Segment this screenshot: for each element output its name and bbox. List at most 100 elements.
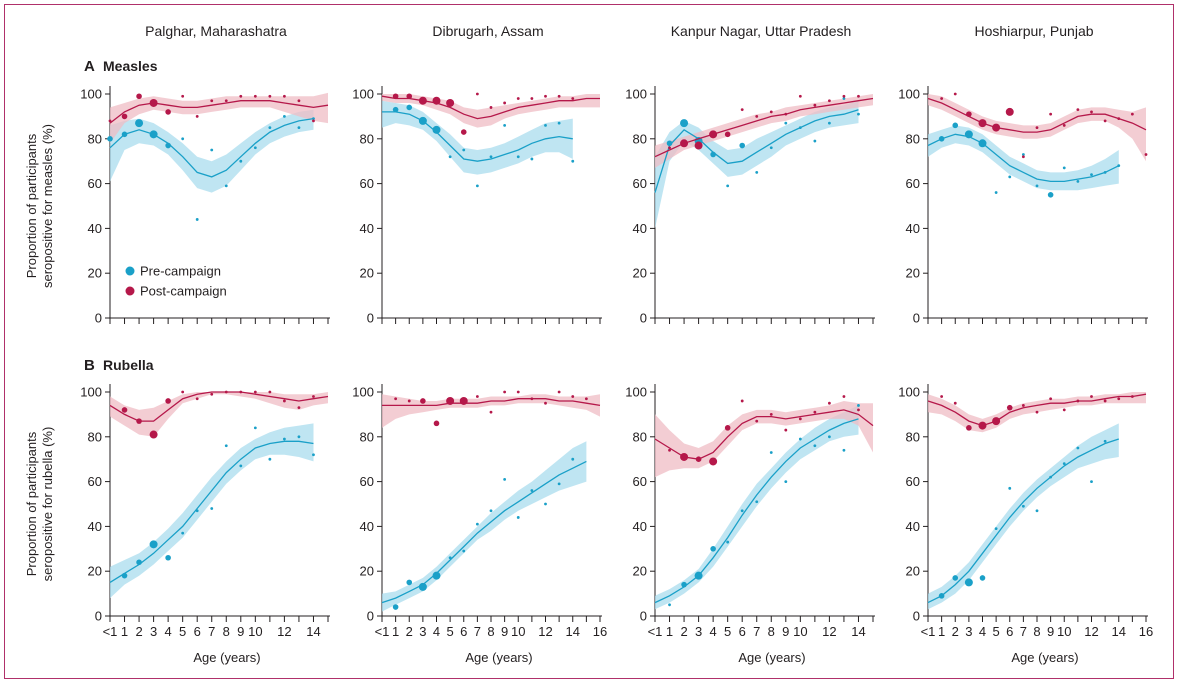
post-data-point [283, 399, 286, 403]
post-data-point [953, 401, 957, 405]
post-data-point [149, 430, 158, 439]
x-tick-label: 10 [1057, 624, 1071, 639]
x-tick-label: 12 [822, 624, 836, 639]
pre-confidence-band [655, 405, 859, 610]
y-tick-label: 100 [898, 87, 920, 102]
pre-data-point [1035, 184, 1039, 188]
post-data-point [668, 146, 671, 150]
post-data-point [842, 94, 846, 98]
post-data-point [992, 123, 1001, 132]
y-tick-label: 0 [913, 311, 920, 326]
y-tick-label: 100 [352, 87, 374, 102]
y-tick-label: 80 [88, 131, 102, 146]
post-data-point [1117, 117, 1121, 121]
x-tick-label: 5 [724, 624, 731, 639]
x-axis-label: Age (years) [465, 650, 532, 665]
pre-data-point [475, 522, 479, 526]
x-tick-label: 2 [680, 624, 687, 639]
x-tick-label: 9 [782, 624, 789, 639]
pre-data-point [312, 117, 315, 121]
post-data-point [268, 390, 272, 394]
post-data-point [1090, 110, 1093, 114]
pre-data-point [798, 126, 802, 129]
pre-fitted-line [927, 133, 1120, 183]
post-data-point [239, 390, 243, 394]
x-tick-label: 8 [1033, 624, 1040, 639]
x-tick-label: 5 [447, 624, 454, 639]
x-tick-label: 14 [306, 624, 320, 639]
pre-confidence-band [382, 441, 587, 612]
pre-data-point [1049, 475, 1053, 479]
post-data-point [740, 399, 744, 403]
post-data-point [798, 94, 802, 98]
pre-data-point [1008, 175, 1012, 179]
post-data-point [1117, 397, 1121, 401]
pre-data-point [994, 527, 998, 531]
x-axis-label: Age (years) [1011, 650, 1078, 665]
y-tick-label: 100 [625, 87, 647, 102]
y-tick-label: 20 [633, 564, 647, 579]
x-tick-label: 8 [223, 624, 230, 639]
y-tick-label: 40 [633, 221, 647, 236]
post-data-point [224, 99, 228, 103]
pre-data-point [726, 540, 730, 544]
post-data-point [283, 94, 286, 98]
post-data-point [489, 410, 493, 414]
legend-label-pre: Pre-campaign [140, 264, 221, 279]
pre-data-point [135, 119, 144, 128]
y-tick-label: 20 [360, 564, 374, 579]
post-data-point [557, 94, 561, 98]
pre-data-point [253, 426, 257, 430]
y-tick-label: 80 [88, 429, 102, 444]
x-tick-label: 3 [150, 624, 157, 639]
x-tick-label: 5 [993, 624, 1000, 639]
pre-confidence-band [655, 100, 859, 229]
x-tick-label: 16 [593, 624, 607, 639]
post-data-point [813, 103, 817, 107]
pre-data-point [755, 500, 759, 504]
post-data-point [571, 97, 575, 100]
x-tick-label: 6 [460, 624, 467, 639]
y-tick-label: 20 [906, 564, 920, 579]
pre-data-point [165, 142, 171, 149]
x-axis-label: Age (years) [193, 650, 260, 665]
pre-data-point [121, 572, 128, 579]
post-data-point [446, 98, 455, 107]
post-data-point [181, 390, 185, 394]
post-data-point [557, 390, 561, 394]
pre-data-point [964, 578, 973, 587]
post-data-point [224, 390, 228, 394]
post-data-point [1103, 399, 1107, 403]
post-data-point [680, 139, 689, 148]
pre-data-point [195, 509, 199, 513]
chart-panel: Hoshiarpur, Punjab 0 20 40 60 80 100 [898, 23, 1148, 326]
y-tick-label: 80 [360, 429, 374, 444]
pre-data-point [978, 139, 987, 148]
post-data-point [842, 395, 846, 398]
y-tick-label: 0 [367, 609, 374, 624]
pre-data-point [544, 502, 547, 506]
post-data-point [1144, 153, 1148, 156]
y-tick-label: 60 [88, 176, 102, 191]
pre-data-point [1008, 486, 1012, 490]
post-data-point [694, 141, 703, 150]
section-label-measles: Measles [103, 58, 158, 74]
pre-confidence-band [110, 109, 314, 193]
pre-fitted-line [382, 111, 573, 162]
post-data-point [459, 396, 468, 405]
x-tick-label: 2 [406, 624, 413, 639]
y-axis-label: seropositive for rubella (%) [40, 427, 55, 582]
y-tick-label: 80 [633, 429, 647, 444]
post-data-point [544, 401, 547, 405]
section-label-rubella: Rubella [103, 357, 154, 373]
post-data-point [680, 452, 689, 461]
post-data-point [709, 457, 718, 466]
y-tick-label: 20 [88, 266, 102, 281]
pre-data-point [181, 137, 185, 141]
x-tick-label: 8 [487, 624, 494, 639]
pre-data-point [253, 146, 257, 150]
y-tick-label: 20 [360, 266, 374, 281]
post-data-point [406, 93, 413, 100]
post-data-point [420, 398, 426, 404]
